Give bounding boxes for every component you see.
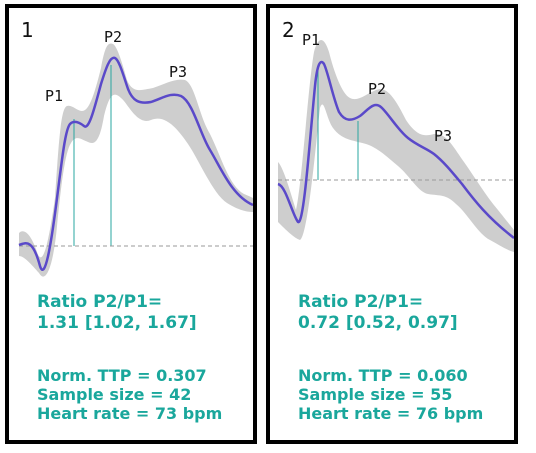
panel-number: 1 — [21, 18, 34, 42]
sample-size-metric: Sample size = 42 — [37, 385, 192, 404]
panel-1-statistics: Ratio P2/P1= 1.31 [1.02, 1.67] Norm. TTP… — [37, 292, 251, 423]
peak-label-p2: P2 — [368, 80, 386, 98]
mean-waveform-line — [18, 56, 253, 271]
confidence-band — [278, 40, 514, 252]
confidence-band — [19, 43, 253, 277]
panel-number: 2 — [282, 18, 295, 42]
ratio-label: Ratio P2/P1= — [298, 292, 424, 312]
peak-label-p1: P1 — [302, 31, 320, 49]
mean-waveform-line — [277, 60, 514, 239]
waveform-chart-2: P1 P2 P3 — [277, 31, 514, 252]
waveform-chart-1: P1 P2 P3 — [18, 28, 253, 277]
ratio-value: 0.72 [0.52, 0.97] — [298, 313, 458, 333]
heart-rate-metric: Heart rate = 76 bpm — [298, 404, 484, 423]
ratio-label: Ratio P2/P1= — [37, 292, 163, 312]
metrics-list: Norm. TTP = 0.060 Sample size = 55 Heart… — [298, 366, 512, 423]
heart-rate-metric: Heart rate = 73 bpm — [37, 404, 223, 423]
ratio-value: 1.31 [1.02, 1.67] — [37, 313, 197, 333]
sample-size-metric: Sample size = 55 — [298, 385, 453, 404]
panel-2-statistics: Ratio P2/P1= 0.72 [0.52, 0.97] Norm. TTP… — [298, 292, 512, 423]
waveform-panel-2: 2 P1 P2 P3 Ratio P2/P1= 0.72 [0.52, 0.97… — [266, 4, 518, 444]
peak-label-p3: P3 — [434, 127, 452, 145]
norm-ttp-metric: Norm. TTP = 0.307 — [37, 366, 207, 385]
norm-ttp-metric: Norm. TTP = 0.060 — [298, 366, 468, 385]
metrics-list: Norm. TTP = 0.307 Sample size = 42 Heart… — [37, 366, 251, 423]
waveform-panel-1: 1 P1 P2 P3 Ratio P2/P1= 1.31 [1.02, 1.67… — [5, 4, 257, 444]
peak-label-p2: P2 — [104, 28, 122, 46]
peak-label-p1: P1 — [45, 87, 63, 105]
peak-label-p3: P3 — [169, 63, 187, 81]
